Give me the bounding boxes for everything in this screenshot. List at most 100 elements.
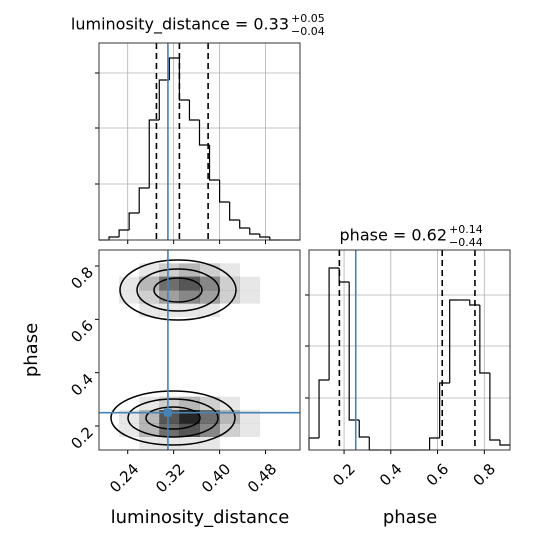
density-cell	[280, 290, 300, 304]
title-lower: −0.44	[449, 236, 483, 249]
hist-step	[499, 440, 510, 446]
hist-step	[208, 145, 220, 181]
density-cell	[159, 330, 179, 344]
hist-step	[148, 119, 160, 188]
x-tick-label: 0.40	[198, 460, 234, 496]
density-cell	[260, 317, 280, 331]
hist-step	[138, 187, 150, 213]
density-cell	[220, 383, 240, 397]
contour	[145, 406, 201, 430]
density-cell	[260, 343, 280, 357]
density-cell	[99, 290, 119, 304]
density-cell	[199, 423, 220, 437]
density-cell	[239, 423, 261, 437]
title-upper: +0.14	[449, 223, 483, 236]
y-tick-label: 0.8	[67, 263, 97, 293]
density-cell	[119, 423, 140, 437]
hist-step	[239, 220, 250, 229]
density-cell	[179, 423, 200, 437]
density-cell	[99, 250, 119, 264]
density-cell	[219, 290, 240, 304]
y-axis-label: phase	[21, 323, 42, 377]
density-cell	[99, 330, 119, 344]
density-cell	[240, 250, 260, 264]
density-cell	[239, 276, 261, 291]
density-cell	[179, 370, 199, 384]
hist-step	[308, 437, 320, 450]
hist-step	[219, 180, 230, 203]
density-cell	[200, 330, 220, 344]
contour	[127, 398, 219, 438]
contour	[136, 268, 220, 312]
density-cell	[199, 436, 220, 450]
panel-frame	[308, 249, 511, 451]
density-cell	[220, 437, 240, 451]
density-cell	[260, 397, 280, 411]
density-cell	[159, 436, 180, 450]
density-cell	[99, 397, 119, 411]
density-cell	[240, 437, 260, 451]
density-cell	[119, 330, 139, 344]
density-cell	[119, 357, 139, 371]
density-cell	[280, 277, 300, 291]
x-tick-label: 0.8	[469, 460, 499, 490]
density-cell	[220, 250, 240, 264]
hist-step	[118, 229, 130, 237]
hist-step	[108, 236, 120, 240]
density-cell	[260, 277, 280, 291]
density-cell	[179, 290, 200, 304]
hist-step	[439, 382, 450, 438]
density-cell	[179, 383, 199, 397]
contour	[119, 259, 237, 321]
x-tick-label: 0.2	[329, 460, 359, 490]
density-cell	[200, 357, 220, 371]
truth-marker	[163, 408, 172, 417]
density-cell	[200, 343, 220, 357]
density-cell	[240, 330, 260, 344]
density-cell	[240, 317, 260, 331]
x-tick-label: 0.6	[423, 460, 453, 490]
contours	[110, 259, 237, 446]
density-cell	[240, 383, 260, 397]
density-cell	[139, 330, 159, 344]
density-cell	[159, 423, 180, 437]
density-cell	[260, 423, 280, 437]
density-cell	[119, 343, 139, 357]
density-cell	[260, 263, 280, 277]
hist-step	[489, 373, 500, 441]
hist-step	[158, 79, 170, 120]
hist-step	[249, 228, 260, 235]
density-cell	[99, 343, 119, 357]
hist-step	[368, 437, 380, 451]
density-cell	[159, 383, 179, 397]
hist-step	[429, 437, 440, 450]
density-cell	[119, 370, 139, 384]
panel-title: phase = 0.62	[340, 226, 447, 245]
density-cell	[179, 330, 199, 344]
density-cell	[260, 250, 280, 264]
density-cell	[240, 263, 260, 277]
hist-step	[168, 57, 180, 80]
density-cell	[139, 357, 159, 371]
density-cell	[240, 357, 260, 371]
density-cell	[220, 330, 240, 344]
panel-frame	[98, 249, 301, 451]
density-cell	[260, 357, 280, 371]
hist-step	[128, 212, 140, 230]
density-cell	[260, 330, 280, 344]
x-tick-label: 0.32	[152, 460, 188, 496]
density-cell	[240, 343, 260, 357]
hist-step	[188, 100, 200, 121]
density-cell	[119, 437, 139, 451]
density-cell	[99, 383, 119, 397]
density-cell	[159, 357, 179, 371]
density-cell	[220, 303, 240, 317]
density-cell	[220, 317, 240, 331]
density-cell	[280, 343, 300, 357]
density-cell	[280, 303, 300, 317]
density-cell	[119, 250, 139, 264]
density-cell	[280, 397, 300, 411]
density-cell	[280, 250, 300, 264]
density-cell	[280, 437, 300, 451]
density-cell	[119, 276, 140, 291]
